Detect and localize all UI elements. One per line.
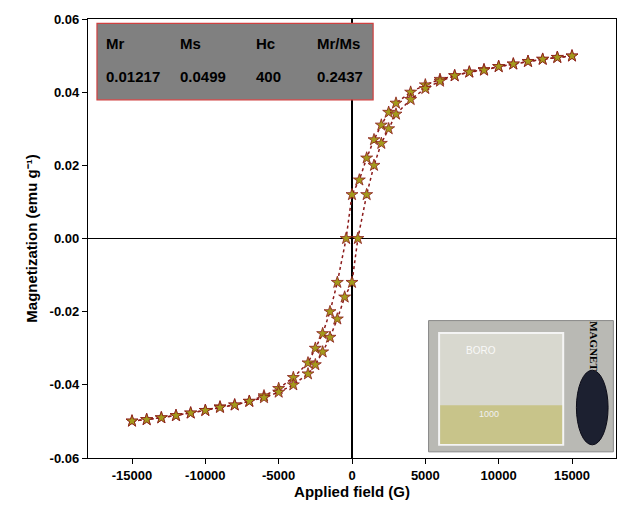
svg-text:Mr: Mr <box>106 35 124 52</box>
svg-text:0.02: 0.02 <box>54 158 79 173</box>
svg-text:-0.06: -0.06 <box>50 451 80 466</box>
svg-text:BORO: BORO <box>466 345 496 356</box>
svg-text:0.06: 0.06 <box>54 12 79 27</box>
svg-text:0.01217: 0.01217 <box>106 68 160 85</box>
svg-text:-10000: -10000 <box>185 468 225 483</box>
svg-text:0.0499: 0.0499 <box>180 68 226 85</box>
svg-text:Hc: Hc <box>256 35 275 52</box>
svg-text:Applied field (G): Applied field (G) <box>294 483 410 500</box>
svg-text:10000: 10000 <box>481 468 517 483</box>
svg-text:Ms: Ms <box>180 35 201 52</box>
svg-text:-0.04: -0.04 <box>50 377 80 392</box>
svg-text:5000: 5000 <box>411 468 440 483</box>
svg-text:Magnetization (emu g⁻¹): Magnetization (emu g⁻¹) <box>23 154 40 322</box>
svg-text:MAGNET: MAGNET <box>588 321 600 371</box>
svg-text:0.2437: 0.2437 <box>317 68 363 85</box>
svg-text:15000: 15000 <box>554 468 590 483</box>
svg-text:0: 0 <box>348 468 355 483</box>
svg-text:-0.02: -0.02 <box>50 304 80 319</box>
svg-text:-5000: -5000 <box>262 468 295 483</box>
svg-text:1000: 1000 <box>479 409 499 419</box>
svg-text:0.00: 0.00 <box>54 231 79 246</box>
svg-text:0.04: 0.04 <box>54 85 80 100</box>
svg-text:400: 400 <box>256 68 281 85</box>
svg-text:Mr/Ms: Mr/Ms <box>317 35 360 52</box>
svg-text:-15000: -15000 <box>112 468 152 483</box>
